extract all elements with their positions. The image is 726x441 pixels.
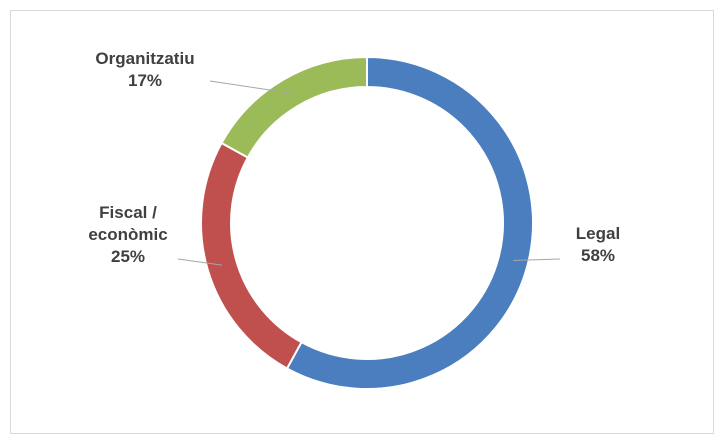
slice-label-legal: Legal 58% [576,224,620,265]
leader-line-fiscal-economic [177,258,223,266]
slice-name-label: Organitzatiu [95,49,194,68]
donut-slice-organitzatiu [220,55,368,159]
slice-label-fiscal-economic: Fiscal / econòmic 25% [88,203,167,266]
slice-value-label: 17% [128,71,162,90]
slice-value-label: 25% [111,247,145,266]
donut-slice-fiscal-economic [200,141,303,370]
donut-slice-legal [285,55,534,390]
leader-line-legal [513,258,561,262]
leader-lines [177,80,561,266]
slice-name-label: Fiscal / [99,203,157,222]
slice-labels: Legal 58% Fiscal / econòmic 25% Organitzatiu 1… [88,49,620,266]
donut-slices [200,55,534,390]
leader-line-organitzatiu [209,80,291,94]
slice-name-label: econòmic [88,225,167,244]
slice-value-label: 58% [581,246,615,265]
slice-name-label: Legal [576,224,620,243]
slice-label-organitzatiu: Organitzatiu 17% [95,49,194,90]
